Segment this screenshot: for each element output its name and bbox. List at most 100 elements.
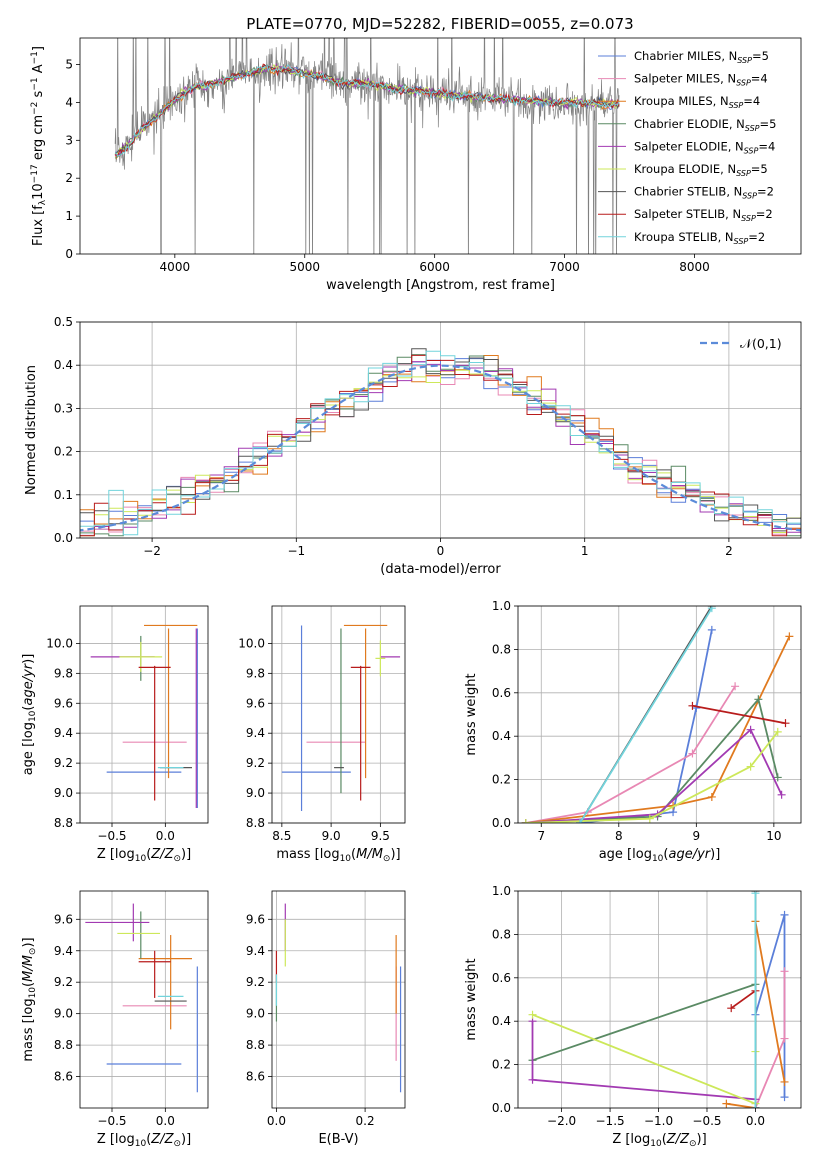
y-tick-label: 9.6: [54, 912, 73, 926]
weight-line: [754, 971, 786, 1108]
weight-marker: [754, 695, 763, 704]
y-tick-label: 9.4: [54, 944, 73, 958]
legend-series-name: Kroupa STELIB: [634, 230, 718, 244]
x-tick-label: 5000: [289, 260, 320, 274]
x-axis-label: age [log10(age/yr)]: [599, 847, 721, 864]
y-tick-label: 4: [65, 95, 73, 109]
y-tick-label: 9.8: [246, 666, 265, 680]
weight-marker: [528, 1010, 537, 1019]
weight_vs_age-plot: [521, 606, 794, 823]
label-part: )]: [181, 1132, 191, 1147]
y-tick-label: 0.4: [492, 729, 511, 743]
age_vs_Z-plot: [90, 624, 198, 809]
x-tick-label: −0.5: [97, 829, 126, 843]
legend-series-name: Kroupa ELODIE: [634, 162, 720, 176]
legend-nssp: =2: [756, 207, 773, 221]
x-tick-label: 4000: [160, 260, 191, 274]
weight-marker: [576, 819, 585, 823]
y-tick-label: 8.8: [54, 1038, 73, 1052]
y-tick-label: 0.3: [54, 401, 73, 415]
label-part: SSP: [734, 237, 749, 246]
y-tick-label: 9.4: [246, 726, 265, 740]
y-tick-label: 9.0: [246, 1007, 265, 1021]
legend-series-name: Kroupa MILES: [634, 94, 713, 108]
weight-marker: [727, 1004, 736, 1013]
legend-label: Kroupa STELIB, NSSP=2: [634, 230, 765, 246]
weight-marker: [731, 682, 740, 691]
label-part: (: [21, 982, 36, 987]
y-tick-label: 9.2: [54, 756, 73, 770]
y-tick-label: 0.2: [492, 773, 511, 787]
y-tick-label: 9.2: [54, 975, 73, 989]
y-tick-label: 9.0: [54, 786, 73, 800]
weight-marker: [707, 606, 716, 613]
legend-label: Kroupa ELODIE, NSSP=5: [634, 162, 768, 178]
label-part: , N: [725, 207, 741, 221]
residual-histogram: [80, 354, 801, 537]
label-part: )]: [710, 847, 720, 862]
weight-marker: [773, 773, 782, 782]
weight-line: [579, 629, 713, 823]
label-part: wavelength [Angstrom, rest frame]: [326, 278, 555, 293]
y-axis-label: Normed distribution: [24, 365, 39, 495]
x-tick-label: −0.5: [97, 1114, 126, 1128]
x-tick-label: 7: [537, 829, 545, 843]
histogram-plot: [80, 348, 801, 537]
label-part: 10: [652, 854, 664, 864]
weight-line: [692, 704, 786, 725]
label-part: 10: [135, 854, 147, 864]
y-tick-label: 5: [65, 58, 73, 72]
y-axis-label: age [log10(age/yr)]: [21, 654, 38, 776]
weight-marker: [780, 1077, 789, 1086]
y-tick-label: 1: [65, 209, 73, 223]
weight-marker: [780, 1034, 789, 1043]
label-part: SSP: [729, 101, 744, 110]
label-part: age [log: [599, 847, 652, 862]
weight-line: [525, 685, 736, 823]
legend-nssp: =5: [760, 117, 777, 131]
label-part: age/yr: [668, 847, 711, 862]
y-axis-label: mass weight: [464, 958, 479, 1040]
y-tick-label: 9.0: [54, 1007, 73, 1021]
x-tick-label: 8000: [679, 260, 710, 274]
x-tick-label: 9.5: [371, 829, 390, 843]
label-part: )]: [390, 847, 400, 862]
legend-series-name: Chabrier ELODIE: [634, 117, 729, 131]
label-part: ⊙: [689, 1139, 697, 1149]
label-part: 10: [340, 854, 352, 864]
y-tick-label: 0.5: [54, 315, 73, 329]
mass_vs_Z-plot: [85, 903, 198, 1093]
label-part: M/M: [356, 847, 383, 862]
legend-label: Salpeter MILES, NSSP=4: [634, 72, 768, 88]
x-tick-label: 0: [437, 544, 445, 558]
label-part: Z/Z: [150, 847, 174, 862]
weight_vs_Z-plot: [528, 891, 789, 1108]
weight-line: [730, 990, 756, 1009]
x-tick-label: 8: [615, 829, 623, 843]
label-part: (data-model)/error: [380, 562, 501, 577]
weight-marker: [521, 819, 530, 823]
y-tick-label: 0.6: [492, 971, 511, 985]
y-tick-label: 8.6: [54, 1070, 73, 1084]
y-tick-label: 10.0: [238, 636, 265, 650]
model-spectrum: [114, 64, 620, 157]
y-tick-label: 9.2: [246, 756, 265, 770]
weight-marker: [780, 967, 789, 976]
x-axis-label: Z [log10(Z/Z⊙)]: [97, 1132, 191, 1149]
x-tick-label: −2: [143, 544, 161, 558]
weight-marker: [773, 727, 782, 736]
residual-histogram: [80, 350, 801, 536]
weight-marker: [780, 1093, 789, 1102]
label-part: SSP: [745, 124, 760, 133]
label-part: A: [31, 64, 46, 77]
weight-line: [525, 731, 779, 823]
weight-marker: [528, 1075, 537, 1084]
weight-marker: [780, 910, 789, 919]
x-axis-label: Z [log10(Z/Z⊙)]: [97, 847, 191, 864]
x-tick-label: −1.0: [644, 1114, 673, 1128]
label-part: , N: [720, 72, 736, 86]
label-part: erg cm: [31, 115, 46, 164]
y-tick-label: 8.8: [54, 816, 73, 830]
legend-nssp: =4: [743, 94, 760, 108]
y-tick-label: 9.6: [246, 696, 265, 710]
